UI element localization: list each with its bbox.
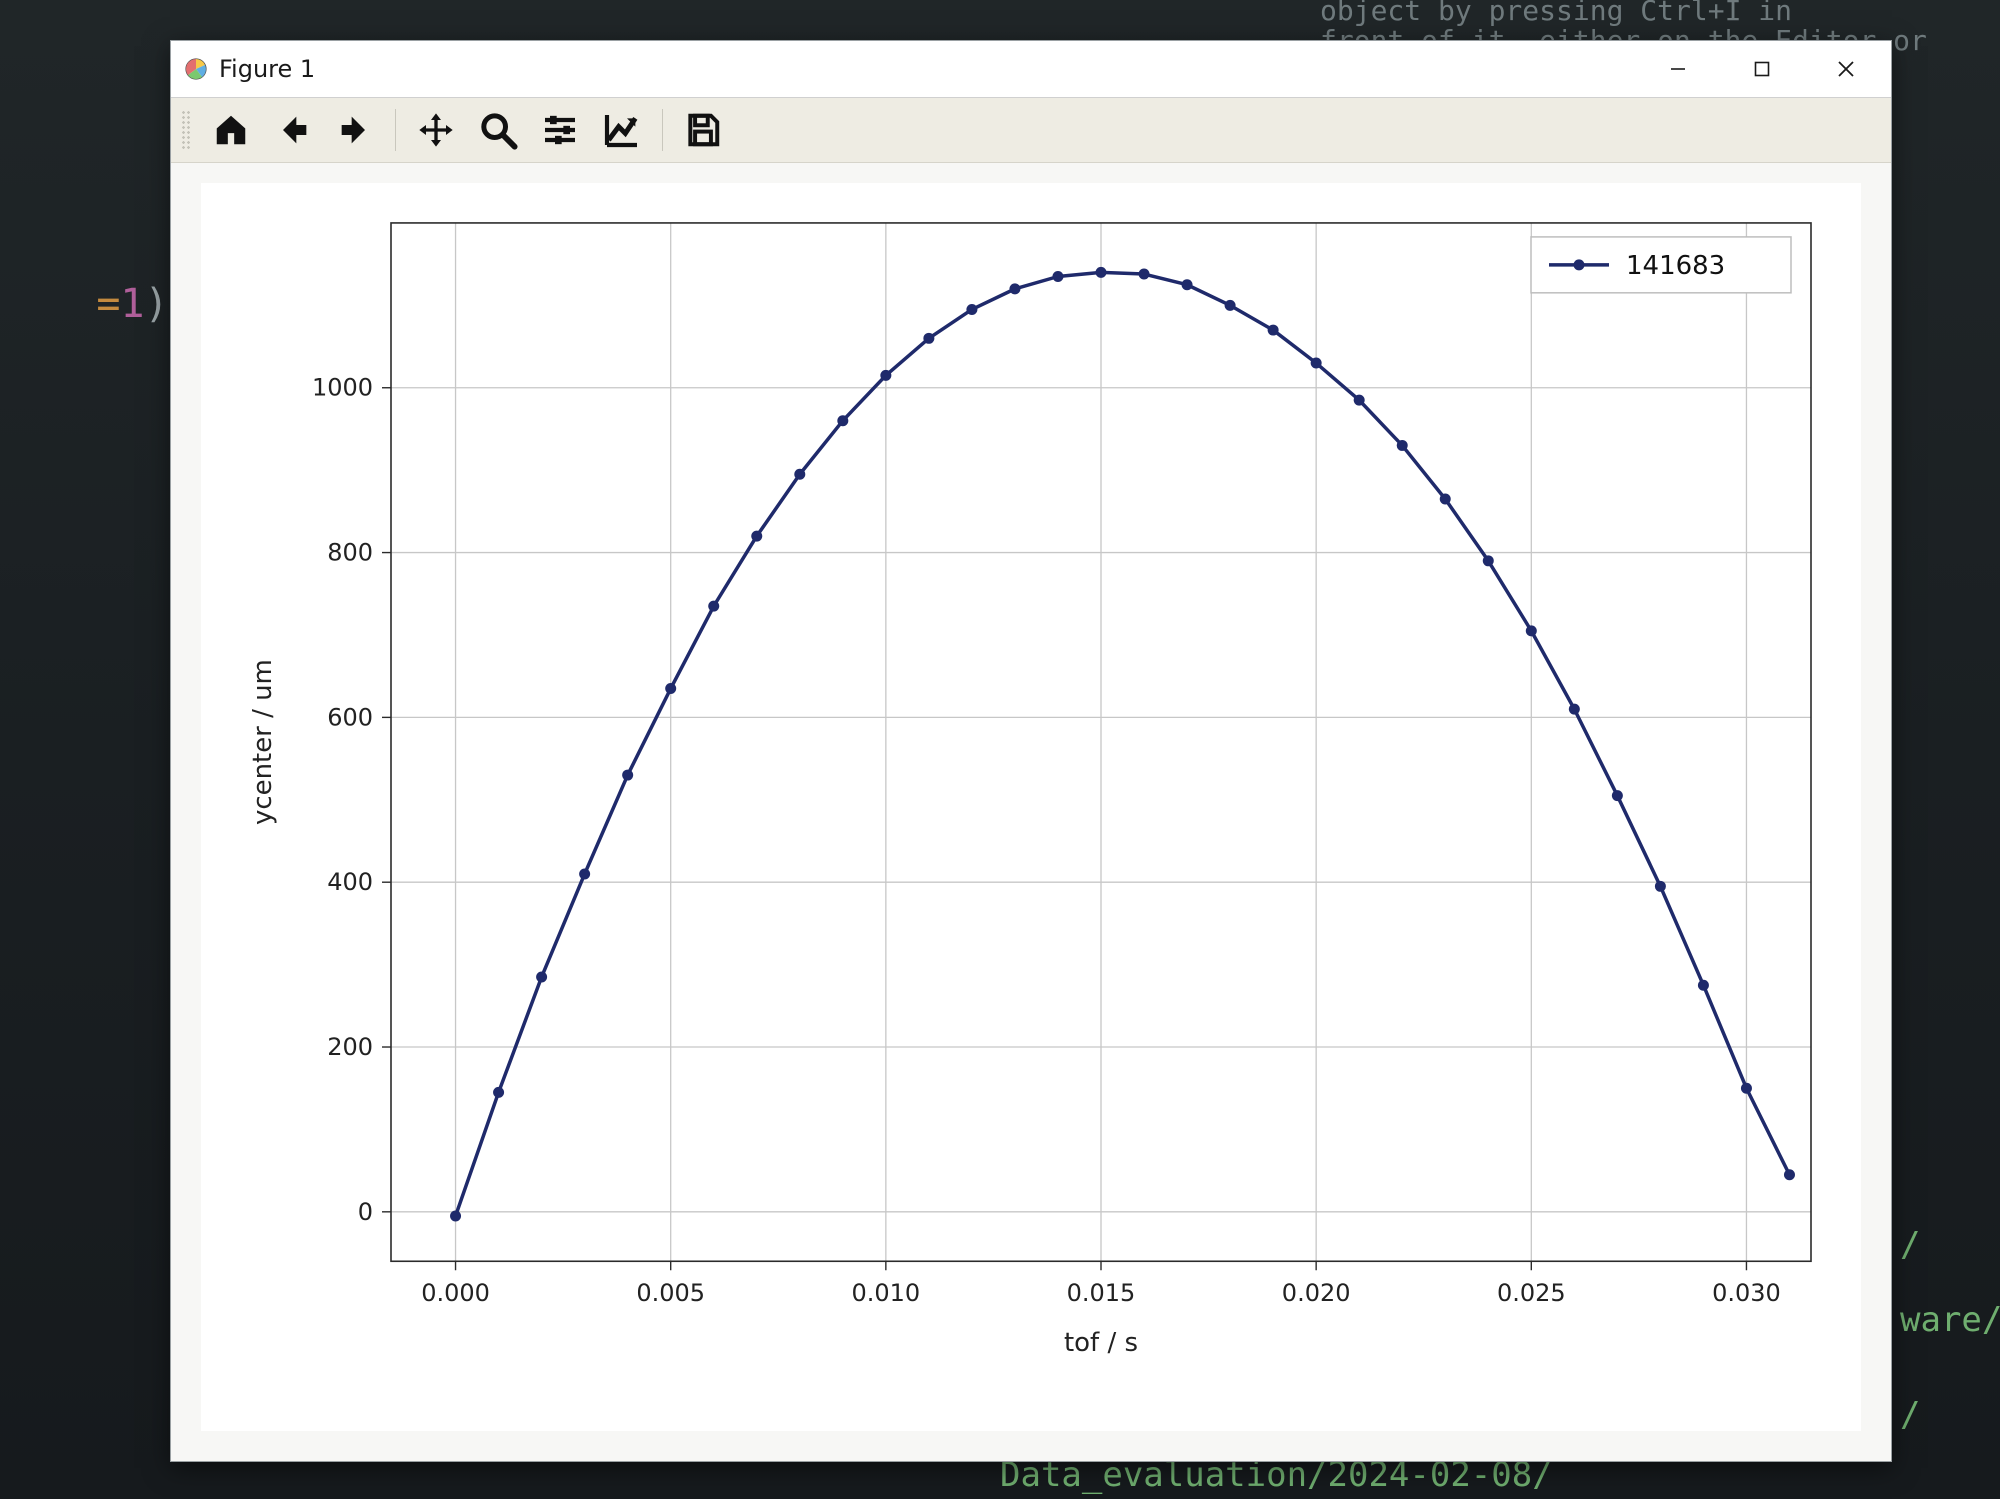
data-marker — [1009, 283, 1020, 294]
data-marker — [1182, 279, 1193, 290]
maximize-button[interactable] — [1725, 41, 1799, 97]
data-marker — [579, 868, 590, 879]
save-button[interactable] — [673, 102, 733, 158]
data-marker — [1311, 358, 1322, 369]
data-marker — [1354, 395, 1365, 406]
axes-arrow-icon — [602, 110, 642, 150]
toolbar-grip[interactable] — [181, 110, 191, 150]
axes-edit-button[interactable] — [592, 102, 652, 158]
data-marker — [1483, 555, 1494, 566]
x-tick-label: 0.010 — [852, 1279, 921, 1307]
data-marker — [536, 971, 547, 982]
legend-label: 141683 — [1626, 251, 1725, 281]
data-marker — [1569, 704, 1580, 715]
data-marker — [1139, 269, 1150, 280]
home-button[interactable] — [201, 102, 261, 158]
data-marker — [1655, 881, 1666, 892]
data-marker — [1526, 625, 1537, 636]
data-marker — [1698, 980, 1709, 991]
save-icon — [684, 111, 722, 149]
data-marker — [708, 601, 719, 612]
data-marker — [1052, 271, 1063, 282]
figure-canvas[interactable]: 0.000 0.005 0.010 0.015 0.020 0.025 0.030 0 200 4… — [171, 163, 1891, 1461]
data-marker — [794, 469, 805, 480]
data-marker — [1440, 494, 1451, 505]
data-marker — [1612, 790, 1623, 801]
data-marker — [751, 531, 762, 542]
data-marker — [880, 370, 891, 381]
y-tick-label: 800 — [327, 539, 373, 567]
y-axis-label: ycenter / um — [248, 659, 278, 825]
arrow-left-icon — [273, 110, 313, 150]
data-marker — [966, 304, 977, 315]
close-button[interactable] — [1809, 41, 1883, 97]
data-marker — [622, 770, 633, 781]
data-marker — [1096, 267, 1107, 278]
ide-hint-line1: object by pressing Ctrl+I in — [1320, 0, 1792, 27]
data-marker — [1741, 1083, 1752, 1094]
y-tick-label: 0 — [358, 1198, 373, 1226]
data-marker — [493, 1087, 504, 1098]
x-tick-label: 0.025 — [1497, 1279, 1566, 1307]
data-marker — [923, 333, 934, 344]
subplots-button[interactable] — [530, 102, 590, 158]
matplotlib-toolbar — [171, 98, 1891, 163]
data-marker — [1397, 440, 1408, 451]
ide-path-2: ware/ — [1900, 1300, 2000, 1340]
x-tick-label: 0.005 — [636, 1279, 705, 1307]
plot-area: 0.000 0.005 0.010 0.015 0.020 0.025 0.030 0 200 4… — [201, 183, 1861, 1431]
home-icon — [212, 111, 250, 149]
figure-window: Figure 1 — [170, 40, 1892, 1462]
back-button[interactable] — [263, 102, 323, 158]
toolbar-separator — [662, 109, 663, 151]
matplotlib-icon — [183, 56, 209, 82]
x-axis-label: tof / s — [1064, 1328, 1138, 1358]
zoom-button[interactable] — [468, 102, 528, 158]
y-tick-label: 400 — [327, 868, 373, 896]
move-icon — [416, 110, 456, 150]
x-tick-label: 0.030 — [1712, 1279, 1781, 1307]
x-tick-label: 0.020 — [1282, 1279, 1351, 1307]
minimize-button[interactable] — [1641, 41, 1715, 97]
data-marker — [450, 1210, 461, 1221]
y-tick-label: 600 — [327, 703, 373, 731]
data-marker — [837, 415, 848, 426]
data-marker — [1225, 300, 1236, 311]
ide-path-3: / — [1900, 1395, 1920, 1435]
data-marker — [1268, 325, 1279, 336]
data-marker — [1784, 1169, 1795, 1180]
pan-button[interactable] — [406, 102, 466, 158]
data-marker — [665, 683, 676, 694]
window-title: Figure 1 — [219, 55, 315, 83]
x-tick-label: 0.015 — [1067, 1279, 1136, 1307]
titlebar[interactable]: Figure 1 — [171, 41, 1891, 98]
toolbar-separator — [395, 109, 396, 151]
forward-button[interactable] — [325, 102, 385, 158]
arrow-right-icon — [335, 110, 375, 150]
x-tick-label: 0.000 — [421, 1279, 490, 1307]
y-tick-label: 200 — [327, 1033, 373, 1061]
y-tick-label: 1000 — [312, 374, 373, 402]
magnify-icon — [478, 110, 518, 150]
sliders-icon — [540, 110, 580, 150]
ide-path-1: / — [1900, 1225, 1920, 1265]
